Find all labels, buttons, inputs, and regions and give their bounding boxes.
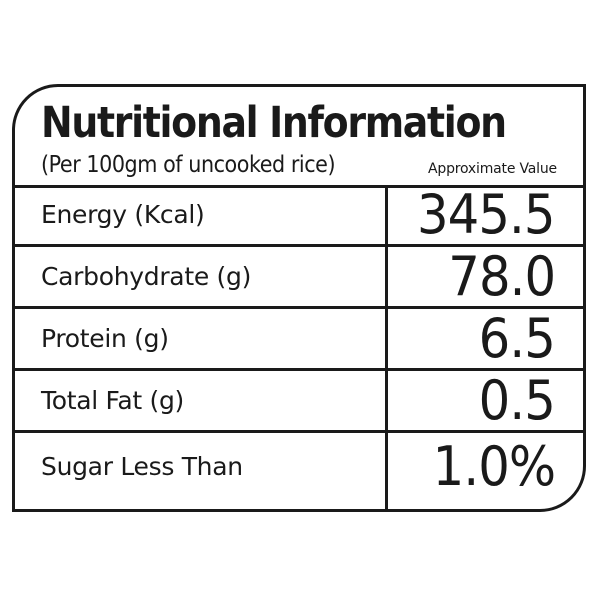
approximate-value-note: Approximate Value	[428, 161, 557, 177]
nutrient-value: 1.0%	[432, 434, 555, 498]
nutrition-table: Energy (Kcal) 345.5 Carbohydrate (g) 78.…	[15, 183, 583, 499]
nutrient-value: 78.0	[448, 245, 556, 308]
nutrient-label: Carbohydrate (g)	[41, 262, 252, 291]
nutrient-label: Energy (Kcal)	[41, 200, 205, 229]
column-divider	[385, 185, 388, 509]
serving-basis: (Per 100gm of uncooked rice)	[41, 152, 336, 178]
nutrient-value: 345.5	[417, 183, 556, 246]
table-row-total-fat: Total Fat (g) 0.5	[15, 369, 583, 433]
nutrition-header: Nutritional Information (Per 100gm of un…	[15, 87, 583, 188]
table-row-sugar: Sugar Less Than 1.0%	[15, 433, 583, 499]
nutrient-value: 6.5	[478, 307, 556, 370]
nutrition-subtitle-line: (Per 100gm of uncooked rice) Approximate…	[41, 151, 557, 181]
nutrition-label: Nutritional Information (Per 100gm of un…	[12, 84, 586, 512]
nutrition-title: Nutritional Information	[41, 98, 507, 148]
nutrient-label: Sugar Less Than	[41, 451, 243, 481]
nutrient-value: 0.5	[478, 369, 556, 432]
nutrient-label: Total Fat (g)	[41, 386, 184, 415]
nutrient-label: Protein (g)	[41, 324, 169, 353]
table-row-energy: Energy (Kcal) 345.5	[15, 183, 583, 247]
table-row-protein: Protein (g) 6.5	[15, 307, 583, 371]
table-row-carbohydrate: Carbohydrate (g) 78.0	[15, 245, 583, 309]
